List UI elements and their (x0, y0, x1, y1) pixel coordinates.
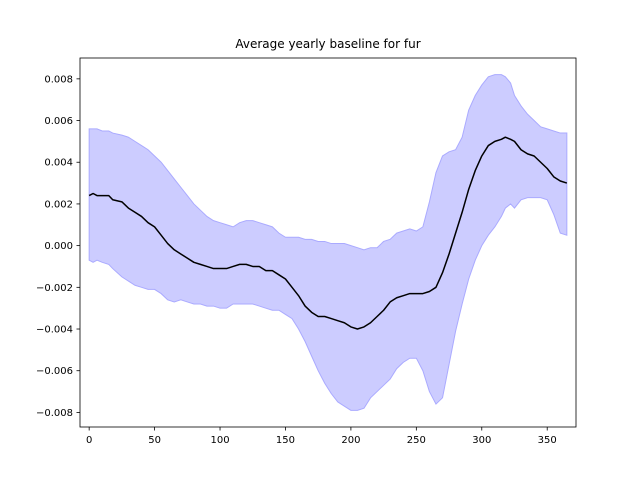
y-tick-label: 0.002 (44, 199, 73, 210)
y-tick-label: 0.000 (44, 241, 73, 252)
x-tick-label: 350 (538, 435, 557, 446)
mean-line-layer (88, 136, 568, 330)
chart-title: Average yearly baseline for fur (235, 37, 420, 51)
plot-frame (79, 57, 577, 428)
y-tick-label: 0.008 (44, 74, 73, 85)
y-tick-label: −0.002 (36, 283, 73, 294)
confidence-band-layer (88, 74, 568, 411)
y-tick-label: 0.006 (44, 116, 73, 127)
y-tick-label: −0.006 (36, 366, 73, 377)
x-axis: 0 50 100 150 200 250 300 350 (86, 427, 557, 446)
mean-line (88, 136, 568, 330)
x-tick-label: 150 (276, 435, 295, 446)
y-tick-label: −0.004 (36, 325, 73, 336)
confidence-band (88, 74, 568, 411)
x-tick-label: 0 (86, 435, 92, 446)
y-axis: −0.008 −0.006 −0.004 −0.002 0.000 0.002 0.004 0… (36, 74, 80, 419)
x-tick-label: 100 (210, 435, 229, 446)
y-tick-label: 0.004 (44, 158, 73, 169)
x-tick-label: 300 (472, 435, 491, 446)
x-tick-label: 50 (148, 435, 161, 446)
x-tick-label: 200 (341, 435, 360, 446)
x-tick-label: 250 (407, 435, 426, 446)
y-tick-label: −0.008 (36, 408, 73, 419)
